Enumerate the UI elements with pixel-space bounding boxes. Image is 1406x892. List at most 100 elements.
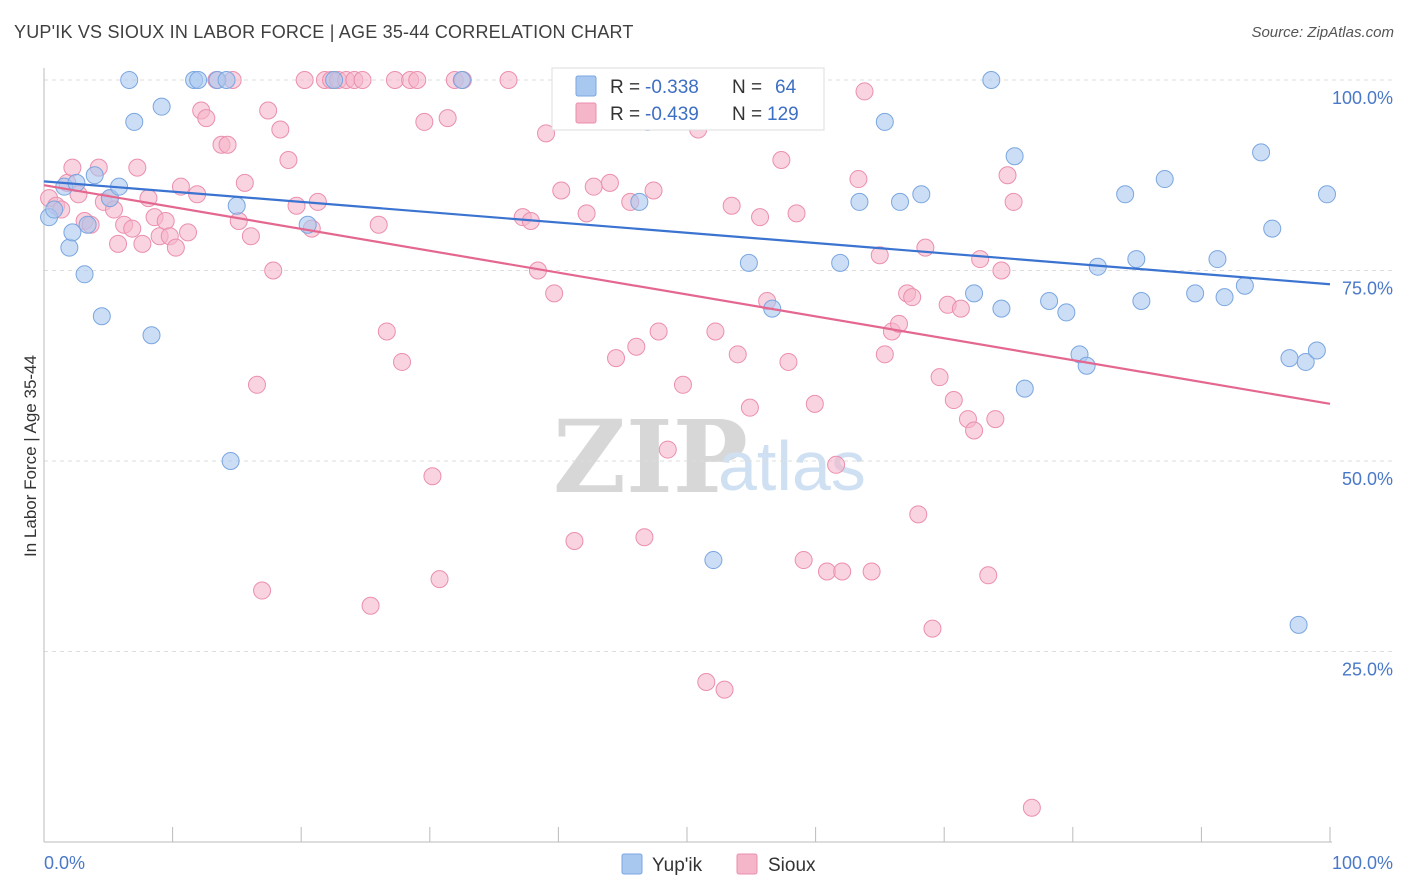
sioux-point bbox=[259, 101, 278, 120]
legend-r-value-sioux: -0.439 bbox=[645, 104, 699, 125]
trend-lines bbox=[43, 180, 1331, 405]
sioux-point bbox=[408, 71, 427, 89]
sioux-point bbox=[264, 261, 283, 280]
sioux-point bbox=[697, 672, 716, 691]
sioux-point bbox=[295, 71, 314, 89]
sioux-point bbox=[271, 120, 290, 139]
yupik-point bbox=[45, 200, 64, 219]
yupik-point bbox=[739, 253, 758, 272]
sioux-point bbox=[862, 562, 881, 581]
yupik-point bbox=[1015, 379, 1034, 398]
sioux-point bbox=[644, 181, 663, 200]
yupik-point bbox=[152, 97, 171, 116]
yupik-point bbox=[452, 71, 471, 89]
yupik-point bbox=[142, 326, 161, 345]
sioux-point bbox=[607, 349, 626, 368]
bottom-legend-label-sioux: Sioux bbox=[768, 855, 816, 876]
sioux-point bbox=[951, 299, 970, 318]
y-axis-tick-labels: 25.0% 50.0% 75.0% 100.0% bbox=[1332, 88, 1393, 680]
yupik-trend-line bbox=[43, 180, 1331, 286]
yupik-points bbox=[40, 71, 1336, 634]
legend-swatch-sioux bbox=[575, 102, 597, 124]
sioux-point bbox=[577, 204, 596, 223]
yupik-point bbox=[1132, 291, 1151, 310]
legend-box bbox=[551, 67, 825, 131]
sioux-point bbox=[133, 234, 152, 253]
yupik-point bbox=[1005, 147, 1024, 166]
yupik-point bbox=[1077, 356, 1096, 375]
sioux-point bbox=[109, 234, 128, 253]
yupik-point bbox=[1040, 291, 1059, 310]
yupik-point bbox=[125, 112, 144, 131]
legend-swatch-yupik bbox=[575, 75, 597, 97]
yupik-point bbox=[63, 223, 82, 242]
yupik-point bbox=[78, 215, 97, 234]
sioux-points bbox=[40, 71, 1041, 817]
sioux-point bbox=[1022, 798, 1041, 817]
sioux-point bbox=[499, 71, 518, 89]
yupik-point bbox=[1057, 303, 1076, 322]
chart-title: YUP'IK VS SIOUX IN LABOR FORCE | AGE 35-… bbox=[14, 22, 634, 42]
sioux-point bbox=[986, 410, 1005, 429]
yupik-point bbox=[1280, 349, 1299, 368]
sioux-point bbox=[235, 173, 254, 192]
sioux-point bbox=[889, 314, 908, 333]
sioux-point bbox=[833, 562, 852, 581]
sioux-point bbox=[635, 528, 654, 547]
sioux-point bbox=[875, 345, 894, 364]
yupik-point bbox=[965, 284, 984, 303]
sioux-point bbox=[545, 284, 564, 303]
legend-n-value-yupik: 64 bbox=[775, 77, 797, 98]
legend-n-label-sioux: N = bbox=[732, 104, 762, 125]
sioux-point bbox=[794, 551, 813, 570]
sioux-point bbox=[979, 566, 998, 585]
y-axis-title: In Labor Force | Age 35-44 bbox=[21, 355, 40, 557]
yupik-point bbox=[704, 551, 723, 570]
yupik-point bbox=[912, 185, 931, 204]
yupik-point bbox=[992, 299, 1011, 318]
sioux-point bbox=[728, 345, 747, 364]
sioux-point bbox=[779, 352, 798, 371]
bottom-legend-label-yupik: Yup'ik bbox=[652, 855, 703, 876]
watermark: ZIP atlas bbox=[553, 398, 866, 516]
sioux-point bbox=[787, 204, 806, 223]
sioux-point bbox=[385, 71, 404, 89]
sioux-point bbox=[805, 394, 824, 413]
sioux-point bbox=[537, 124, 556, 143]
x-axis-ticks bbox=[43, 827, 1331, 842]
yupik-point bbox=[1307, 341, 1326, 360]
yupik-point bbox=[1155, 170, 1174, 189]
yupik-point bbox=[1296, 352, 1315, 371]
sioux-point bbox=[706, 322, 725, 341]
sioux-point bbox=[287, 196, 306, 215]
sioux-point bbox=[552, 181, 571, 200]
sioux-point bbox=[63, 158, 82, 177]
sioux-point bbox=[909, 505, 928, 524]
watermark-zip: ZIP bbox=[553, 398, 748, 516]
sioux-point bbox=[430, 570, 449, 589]
sioux-point bbox=[715, 680, 734, 699]
yupik-point bbox=[1318, 185, 1336, 204]
yupik-point bbox=[831, 253, 850, 272]
sioux-point bbox=[722, 196, 741, 215]
sioux-point bbox=[903, 288, 922, 307]
yupik-point bbox=[60, 238, 79, 257]
sioux-point bbox=[353, 71, 372, 89]
sioux-point bbox=[128, 158, 147, 177]
sioux-point bbox=[565, 532, 584, 551]
sioux-point bbox=[1004, 192, 1023, 211]
yupik-point bbox=[1208, 250, 1227, 269]
legend-r-value-yupik: -0.338 bbox=[645, 77, 699, 98]
sioux-point bbox=[377, 322, 396, 341]
sioux-point bbox=[241, 227, 260, 246]
sioux-point bbox=[218, 135, 237, 154]
yupik-point bbox=[75, 265, 94, 284]
x-tick-label-min: 0.0% bbox=[44, 853, 85, 873]
sioux-point bbox=[870, 246, 889, 265]
sioux-point bbox=[751, 208, 770, 227]
sioux-point bbox=[156, 211, 175, 230]
sioux-point bbox=[197, 109, 216, 128]
yupik-point bbox=[1127, 250, 1146, 269]
sioux-point bbox=[772, 151, 791, 170]
